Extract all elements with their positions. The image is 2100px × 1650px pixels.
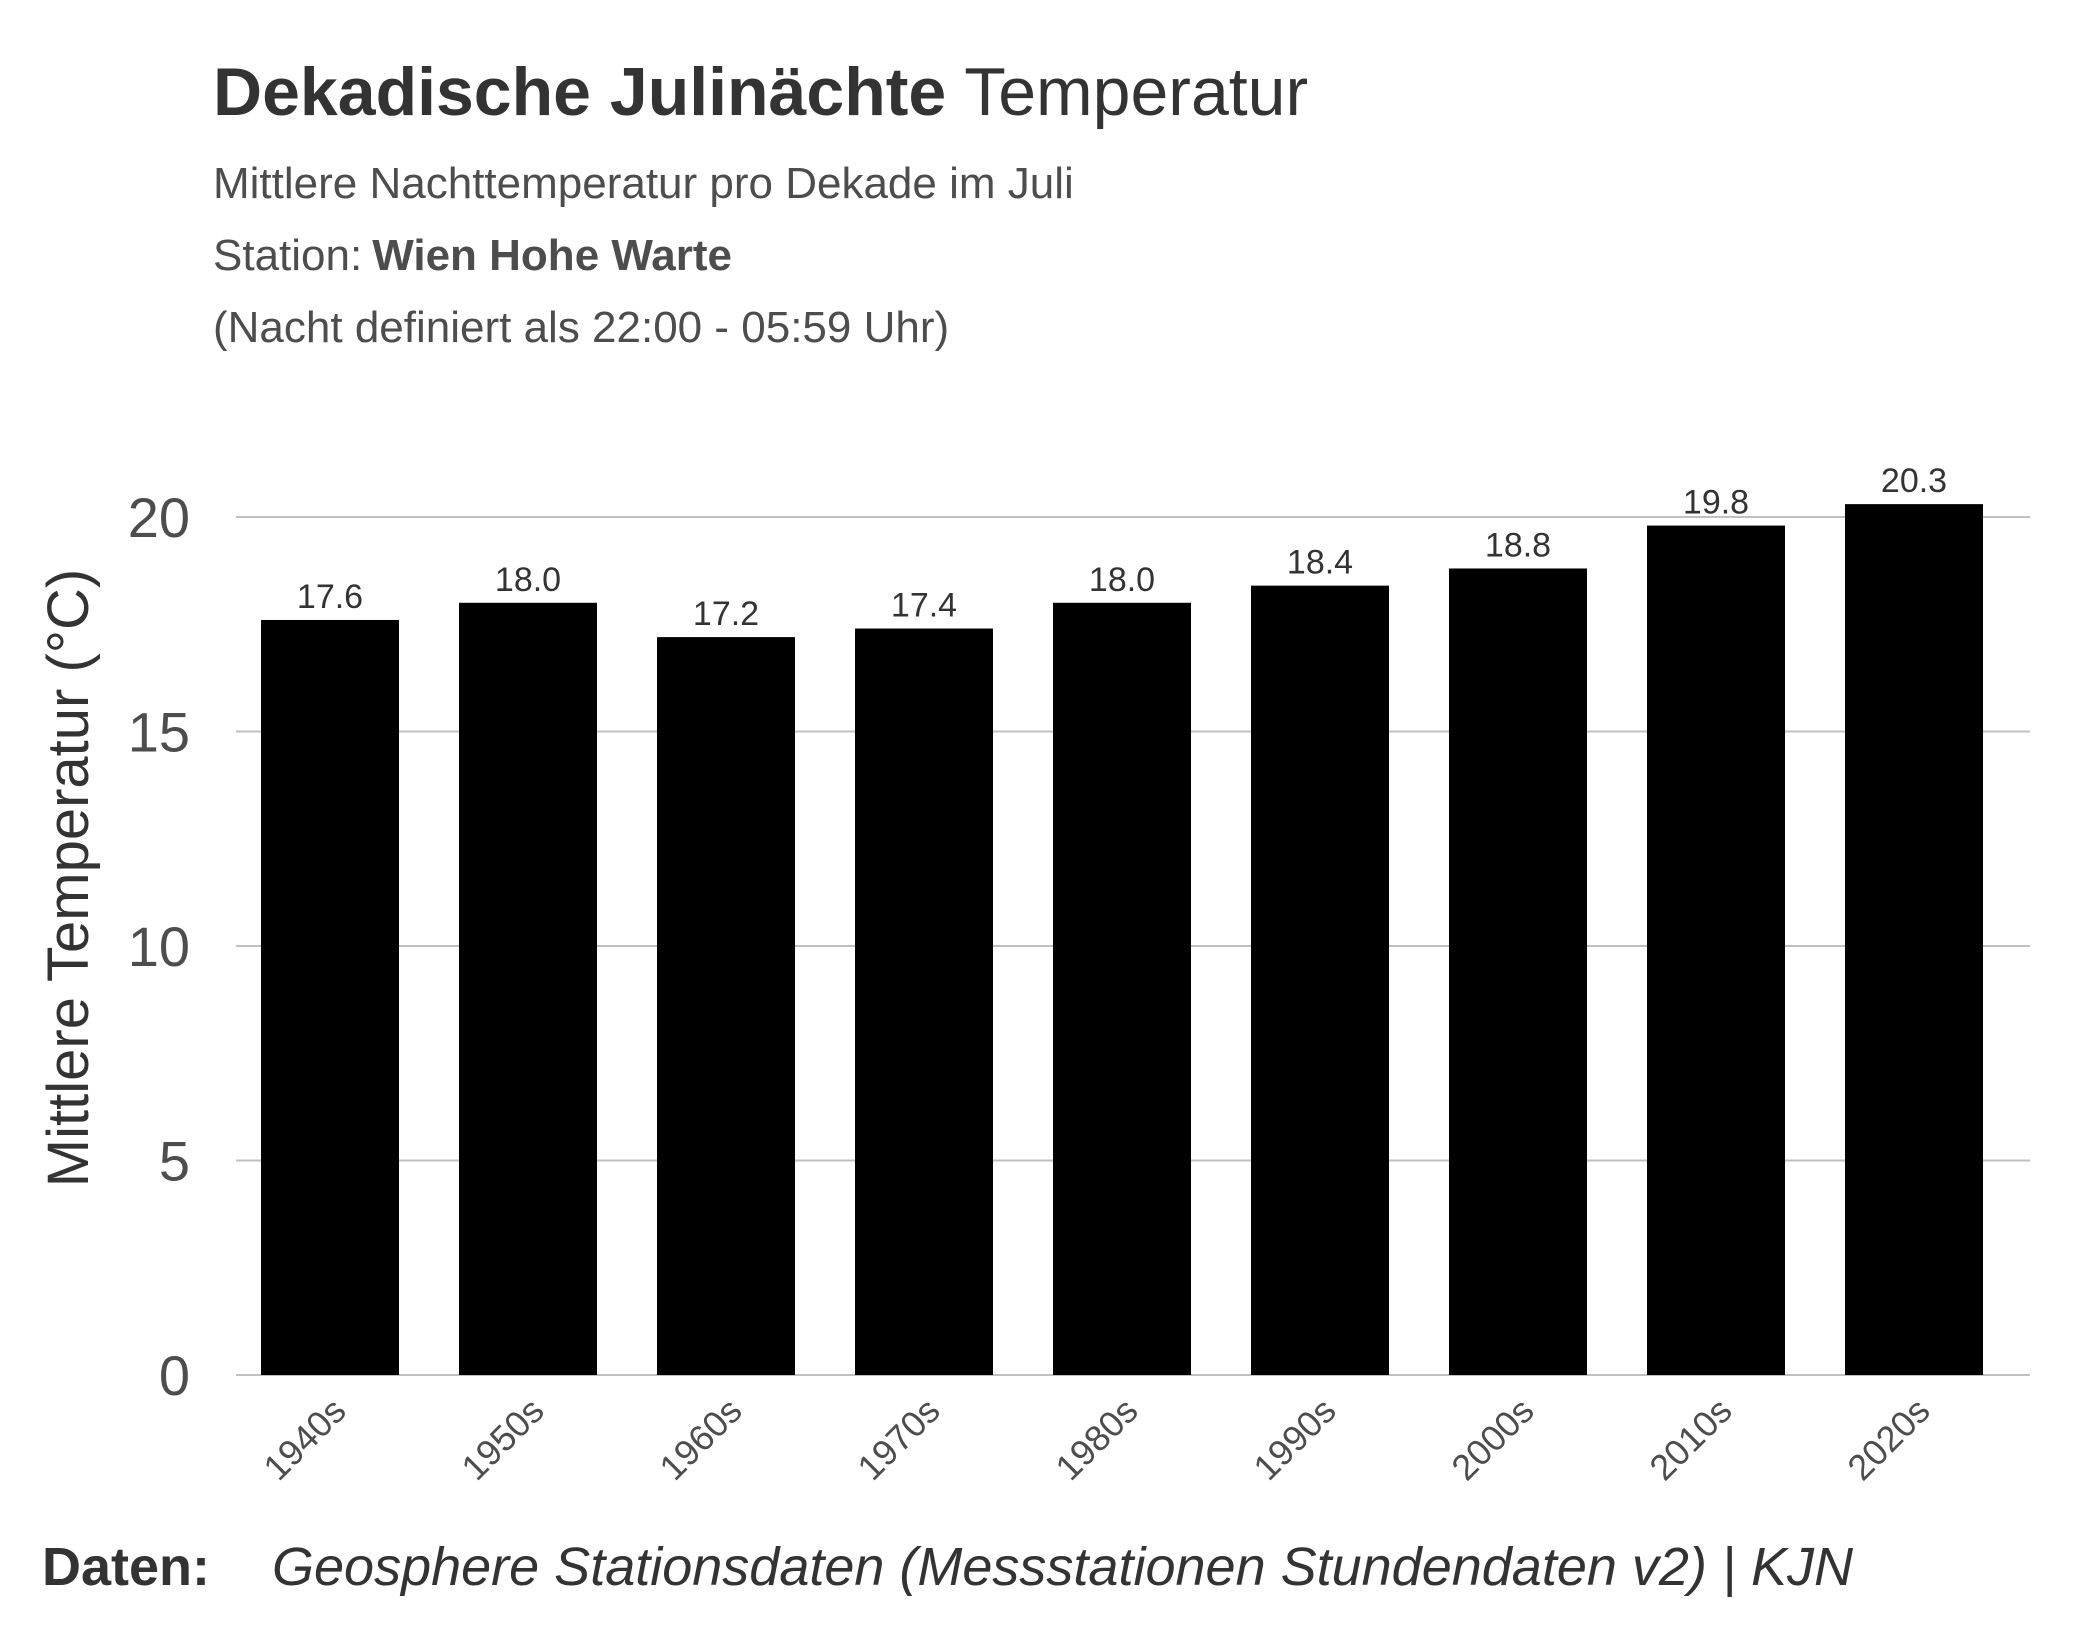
footer-label: Daten: [42, 1537, 210, 1597]
bar [1053, 602, 1191, 1375]
y-tick-label: 15 [128, 701, 190, 764]
chart-title-regular: Temperatur [964, 54, 1308, 130]
bar-value-label: 17.6 [297, 578, 363, 616]
x-tick-label: 1990s [1245, 1390, 1343, 1488]
y-tick-label: 10 [128, 915, 190, 978]
chart-subtitle-line3: (Nacht definiert als 22:00 - 05:59 Uhr) [213, 303, 949, 352]
bar [1845, 504, 1983, 1375]
x-tick-labels: 1940s 1950s 1960s 1970s 1980s 1990s 2000s 2010s… [255, 1390, 1937, 1488]
bar-value-label: 18.0 [1089, 561, 1155, 599]
bar-value-labels: 17.6 18.0 17.2 17.4 18.0 18.4 18.8 19.8 20.3 [297, 462, 1947, 633]
station-name: Wien Hohe Warte [372, 231, 732, 280]
bars [261, 504, 1983, 1375]
bar [459, 602, 597, 1375]
bar [1449, 568, 1587, 1375]
x-tick-label: 1960s [651, 1390, 749, 1488]
y-tick-label: 5 [159, 1130, 190, 1193]
chart-title-bold: Dekadische Julinächte [213, 54, 946, 130]
y-tick-label: 0 [159, 1344, 190, 1407]
chart-subtitle-line1: Mittlere Nachttemperatur pro Dekade im J… [213, 159, 1074, 208]
bar-value-label: 18.0 [495, 561, 561, 599]
bar [1647, 525, 1785, 1375]
bar-value-label: 18.8 [1485, 526, 1551, 564]
x-tick-label: 1980s [1047, 1390, 1145, 1488]
footer-source: Geosphere Stationsdaten (Messstationen S… [272, 1537, 1854, 1597]
bar [1251, 585, 1389, 1375]
x-tick-label: 2010s [1641, 1390, 1739, 1488]
bar [657, 637, 795, 1375]
chart-subtitle-station: Station: Wien Hohe Warte [213, 231, 732, 280]
y-tick-label: 20 [128, 486, 190, 549]
bar-value-label: 17.2 [693, 595, 759, 633]
bar-value-label: 20.3 [1881, 462, 1947, 500]
bar-value-label: 19.8 [1683, 484, 1749, 522]
bar-value-label: 18.4 [1287, 544, 1353, 582]
x-tick-label: 2020s [1839, 1390, 1937, 1488]
bar [855, 628, 993, 1375]
chart-title: Dekadische Julinächte Temperatur [213, 54, 1308, 130]
station-prefix: Station: [213, 231, 362, 280]
bar-value-label: 17.4 [891, 587, 957, 625]
x-tick-label: 1950s [453, 1390, 551, 1488]
x-tick-label: 1940s [255, 1390, 353, 1488]
bar [261, 619, 399, 1375]
y-tick-labels: 0 5 10 15 20 [128, 486, 190, 1407]
x-tick-label: 1970s [849, 1390, 947, 1488]
x-tick-label: 2000s [1443, 1390, 1541, 1488]
y-axis-label: Mittlere Temperatur (°C) [36, 569, 101, 1187]
